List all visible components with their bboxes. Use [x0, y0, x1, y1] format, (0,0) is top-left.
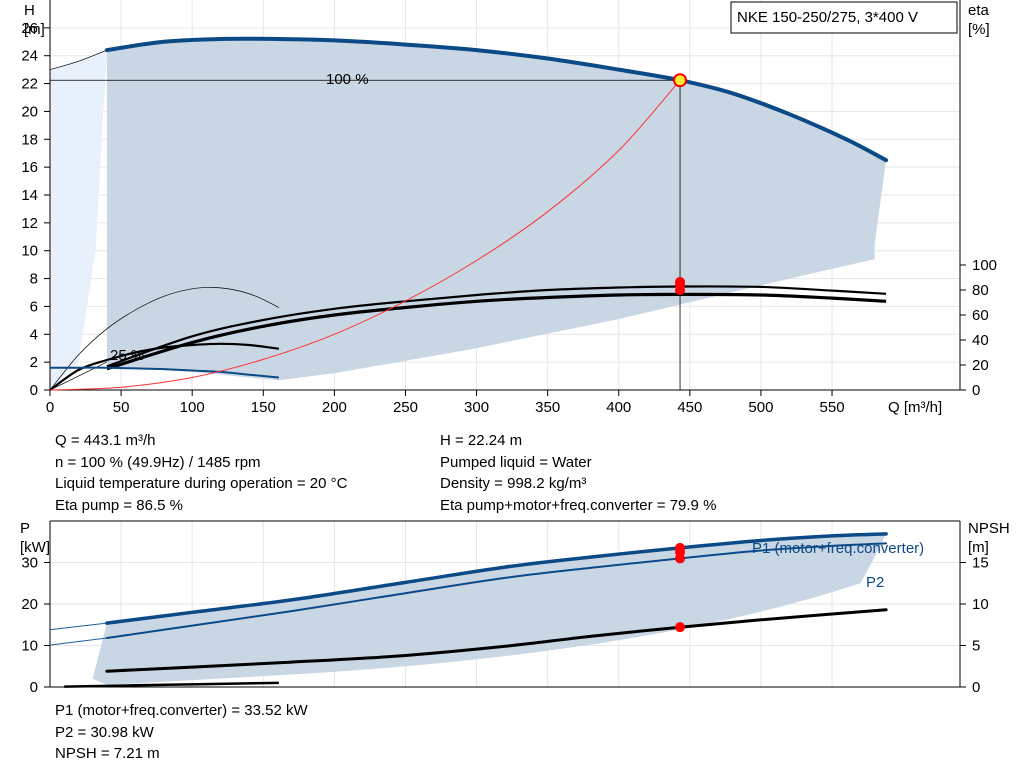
npsh-point	[675, 622, 686, 633]
info-pumped-liquid: Pumped liquid = Water	[440, 453, 592, 471]
top-y2-axis-label: eta	[968, 2, 990, 19]
top-y2-tick-label: 60	[972, 307, 989, 324]
bottom-y2-tick-label: 10	[972, 596, 989, 613]
reduced-speed-area	[50, 50, 107, 391]
p1-curve	[105, 532, 888, 625]
bottom-y2-axis-label: NPSH	[968, 520, 1010, 537]
top-x-tick-label: 450	[677, 399, 702, 416]
top-y-tick-label: 22	[21, 76, 38, 93]
legend-p2: P2	[866, 574, 884, 591]
info-liquid-temperature: Liquid temperature during operation = 20…	[55, 475, 348, 492]
p2-curve	[105, 542, 888, 639]
label-100-percent: 100 %	[326, 71, 369, 88]
info-eta-total: Eta pump+motor+freq.converter = 79.9 %	[440, 496, 717, 514]
bottom-y2-tick-label: 5	[972, 638, 980, 655]
top-x-axis-label: Q [m³/h]	[888, 399, 942, 416]
top-x-tick-label: 250	[393, 399, 418, 416]
npsh-curve	[105, 608, 888, 673]
top-x-tick-label: 350	[535, 399, 560, 416]
top-y-tick-label: 18	[21, 131, 38, 148]
p2-point	[675, 553, 686, 564]
bottom-y-tick-label: 30	[21, 555, 38, 572]
bottom-y-axis-label-unit: [kW]	[20, 539, 50, 556]
top-y2-tick-label: 40	[972, 332, 989, 349]
top-y-tick-label: 20	[21, 103, 38, 120]
bottom-y2-axis-label-unit: [m]	[968, 539, 989, 556]
top-x-tick-label: 500	[748, 399, 773, 416]
top-x-tick-label: 50	[113, 399, 130, 416]
top-y-axis-label-unit: [m]	[24, 21, 45, 38]
bottom-y2-tick-label: 15	[972, 555, 989, 572]
top-y-tick-label: 2	[30, 354, 38, 371]
bottom-operating-area	[92, 533, 887, 685]
bottom-y-tick-label: 20	[21, 596, 38, 613]
title-box	[730, 1, 958, 34]
info-p2: P2 = 30.98 kW	[55, 723, 154, 741]
legend-p1: P1 (motor+freq.converter)	[752, 540, 924, 557]
info-density: Density = 998.2 kg/m³	[440, 475, 587, 492]
top-y2-tick-label: 80	[972, 282, 989, 299]
top-y-tick-label: 8	[30, 271, 38, 288]
eta-25-thin-curve	[49, 287, 280, 391]
eta-total-curve	[106, 292, 887, 371]
head-curve-25	[49, 366, 279, 379]
top-y2-tick-label: 100	[972, 257, 997, 274]
head-curve-extension	[49, 49, 108, 70]
top-y-tick-label: 12	[21, 215, 38, 232]
info-head: H = 22.24 m	[440, 432, 523, 449]
top-y2-axis-label-unit: [%]	[968, 21, 990, 38]
top-x-tick-label: 100	[180, 399, 205, 416]
system-curve	[49, 79, 681, 391]
top-y-tick-label: 14	[21, 187, 38, 204]
top-x-tick-label: 550	[820, 399, 845, 416]
top-x-tick-label: 400	[606, 399, 631, 416]
top-y-axis-label: H	[24, 2, 35, 19]
head-curve-100	[104, 36, 889, 163]
top-y-tick-label: 26	[21, 20, 38, 37]
info-speed: n = 100 % (49.9Hz) / 1485 rpm	[55, 453, 261, 471]
p2-curve-extension	[49, 637, 107, 646]
top-y2-tick-label: 0	[972, 382, 980, 399]
bottom-y-axis-label: P	[20, 520, 30, 537]
top-y2-tick-label: 20	[972, 357, 989, 374]
top-x-tick-label: 200	[322, 399, 347, 416]
top-y-tick-label: 0	[30, 382, 38, 399]
chart-title: NKE 150-250/275, 3*400 V	[737, 9, 918, 26]
duty-point-marker	[673, 73, 688, 88]
label-25-percent: 25 %	[110, 347, 144, 364]
top-x-tick-label: 300	[464, 399, 489, 416]
bottom-info: P1 (motor+freq.converter) = 33.52 kW P2 …	[55, 700, 308, 765]
power-25-curve	[64, 681, 279, 688]
info-p1: P1 (motor+freq.converter) = 33.52 kW	[55, 702, 308, 719]
bottom-y-tick-label: 10	[21, 638, 38, 655]
top-info-right: H = 22.24 m Pumped liquid = Water Densit…	[440, 430, 716, 516]
p1-curve-extension	[49, 622, 107, 631]
top-y-tick-label: 16	[21, 159, 38, 176]
info-eta-pump: Eta pump = 86.5 %	[55, 496, 183, 514]
info-flow: Q = 443.1 m³/h	[55, 432, 156, 449]
bottom-y-tick-label: 0	[30, 679, 38, 696]
eta-origin-curve	[49, 361, 108, 391]
top-info-left: Q = 443.1 m³/h n = 100 % (49.9Hz) / 1485…	[55, 430, 347, 516]
top-x-tick-label: 0	[46, 399, 54, 416]
top-y-tick-label: 10	[21, 243, 38, 260]
bottom-y2-tick-label: 0	[972, 679, 980, 696]
eta-pump-curve	[106, 285, 887, 368]
top-y-tick-label: 6	[30, 298, 38, 315]
eta-25-curve	[49, 342, 280, 391]
eta-total-point	[675, 285, 686, 296]
top-y-tick-label: 24	[21, 48, 38, 65]
info-npsh: NPSH = 7.21 m	[55, 745, 160, 762]
top-y-tick-label: 4	[30, 326, 38, 343]
top-x-tick-label: 150	[251, 399, 276, 416]
